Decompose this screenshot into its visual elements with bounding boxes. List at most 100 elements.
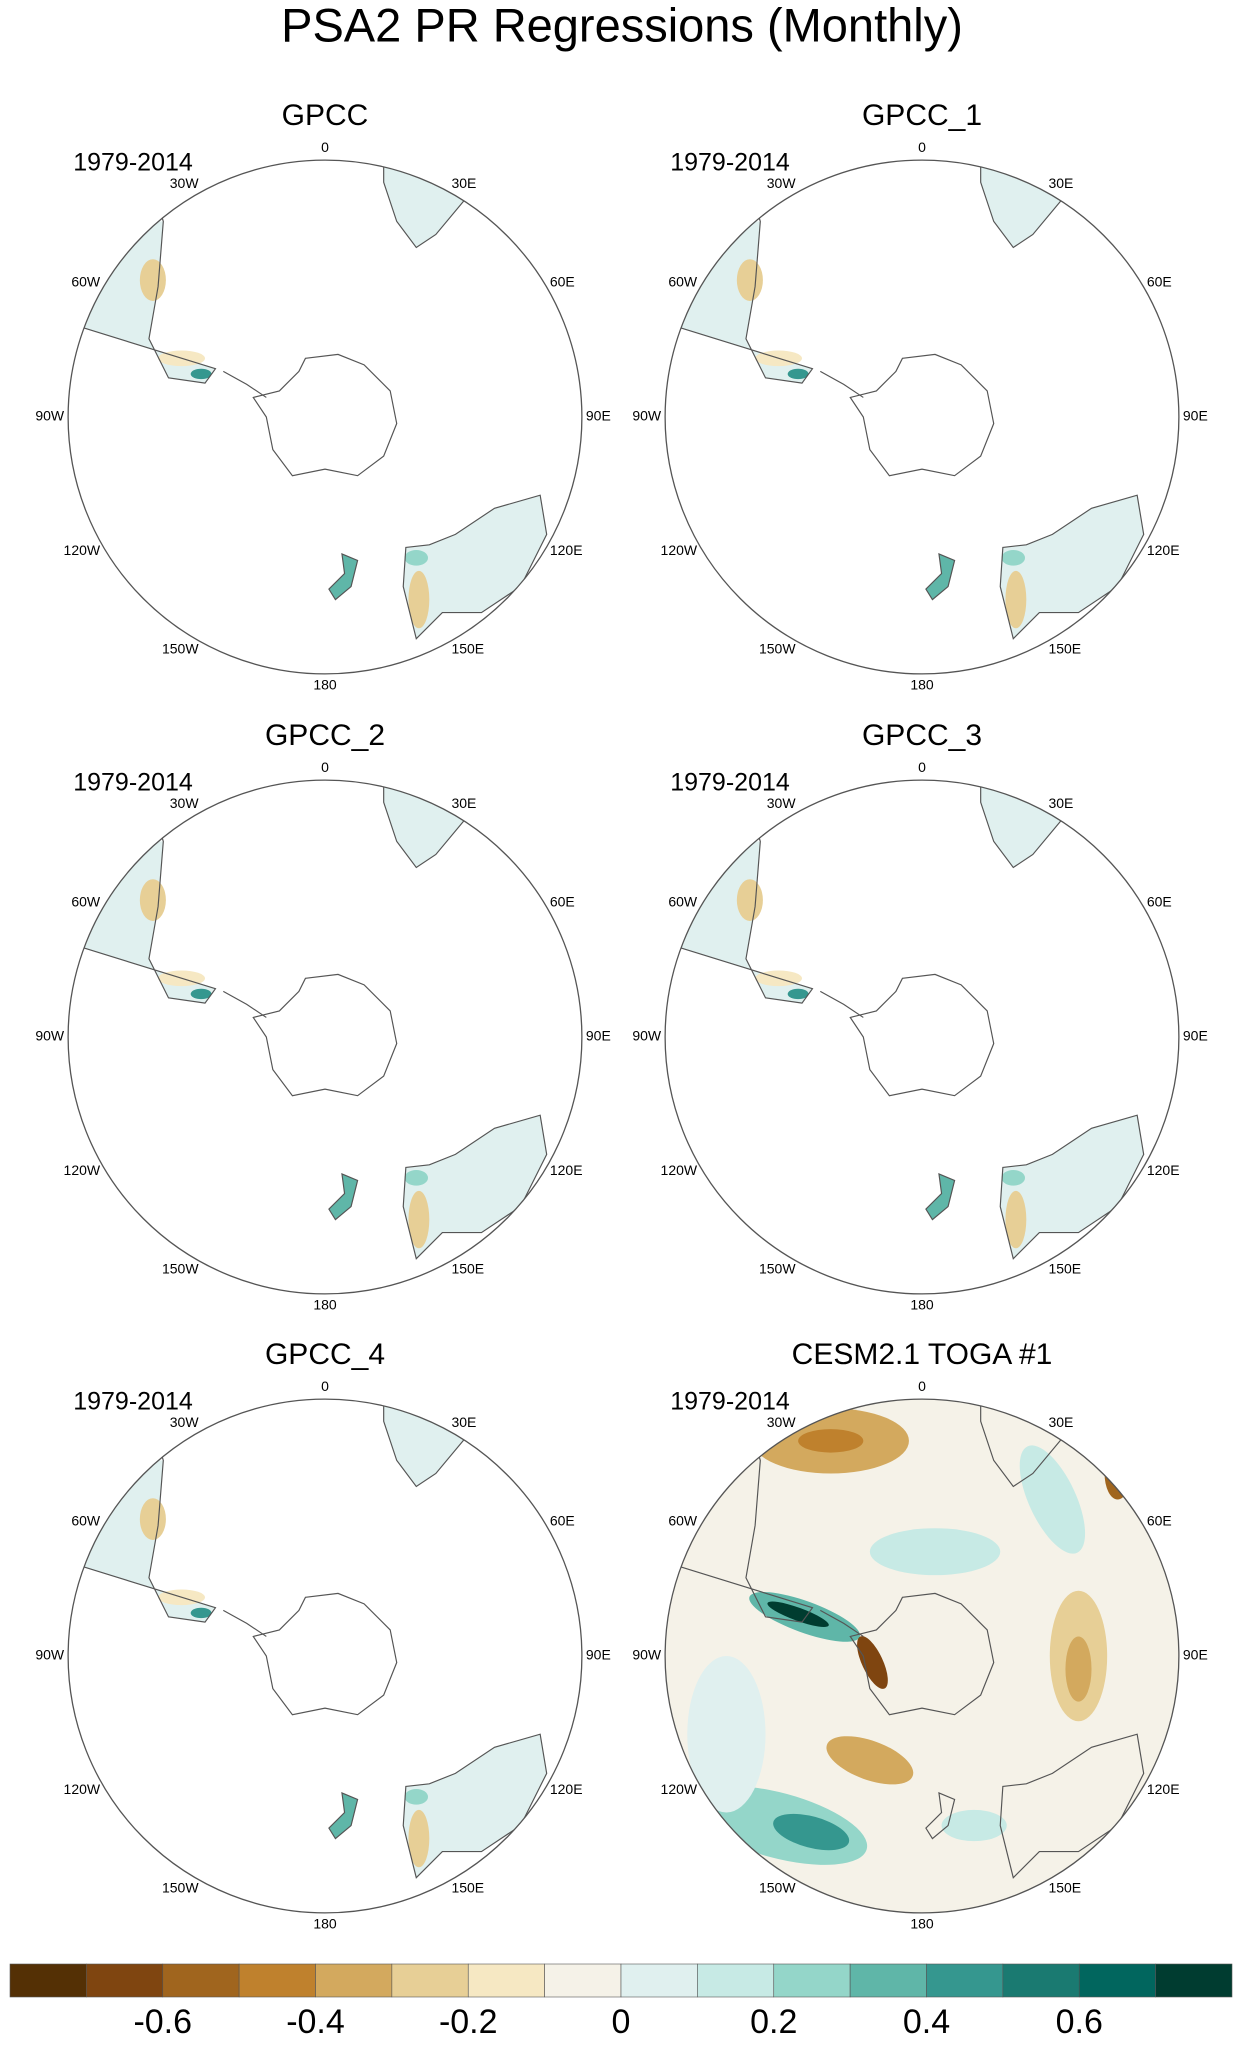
map-field — [665, 1399, 1179, 1913]
shading — [68, 160, 547, 639]
longitude-label: 30W — [170, 1414, 200, 1430]
colorbar: -0.6 -0.4 -0.2 0 0.2 0.4 0.6 — [9, 1963, 1233, 2041]
longitude-label: 150W — [162, 1880, 199, 1896]
map-border — [664, 779, 1180, 1295]
longitude-label: 120W — [64, 1162, 101, 1178]
figure-title: PSA2 PR Regressions (Monthly) — [281, 0, 963, 51]
longitude-label: 150E — [1048, 1261, 1081, 1277]
panel-title: GPCC_1 — [862, 99, 982, 132]
longitude-label: 150E — [451, 641, 484, 657]
longitude-label: 180 — [313, 1916, 337, 1932]
colorbar-box — [1002, 1963, 1080, 1998]
longitude-label: 90W — [632, 1028, 662, 1044]
longitude-label: 30E — [451, 1414, 476, 1430]
colorbar-box — [9, 1963, 87, 1998]
longitude-label: 60W — [71, 1512, 101, 1528]
longitude-label: 120W — [661, 1781, 698, 1797]
longitude-label: 120W — [661, 542, 698, 558]
longitude-label: 90W — [35, 408, 65, 424]
longitude-label: 90E — [586, 1028, 611, 1044]
map-panel: GPCC 1979-2014 0 30E 60E 90E 120E 150E 180 150W 12… — [35, 99, 610, 693]
colorbar-box — [926, 1963, 1004, 1998]
longitude-label: 180 — [910, 677, 934, 693]
longitude-label: 60E — [550, 893, 575, 909]
map-panel: GPCC_3 1979-2014 0 30E 60E 90E 120E 150E 180 150W… — [632, 719, 1207, 1313]
map-field — [68, 1399, 548, 1879]
colorbar-tick-label: 0 — [612, 2003, 631, 2041]
longitude-label: 60E — [550, 273, 575, 289]
longitude-label: 60E — [1147, 893, 1172, 909]
longitude-label: 90E — [1183, 1647, 1208, 1663]
longitude-label: 150W — [162, 1261, 199, 1277]
map-panel: GPCC_4 1979-2014 0 30E 60E 90E 120E 150E 180 150W… — [35, 1338, 610, 1932]
map — [67, 779, 583, 1295]
longitude-label: 30W — [767, 795, 797, 811]
longitude-label: 90W — [35, 1647, 65, 1663]
longitude-label: 30E — [1048, 1414, 1073, 1430]
longitude-label: 150W — [759, 1880, 796, 1896]
colorbar-box — [773, 1963, 851, 1998]
longitude-label: 60W — [668, 893, 698, 909]
longitude-label: 0 — [918, 139, 926, 155]
longitude-label: 90W — [632, 408, 662, 424]
longitude-label: 120E — [1147, 1781, 1180, 1797]
map-field — [68, 160, 548, 640]
longitude-label: 120E — [1147, 1162, 1180, 1178]
colorbar-tick-label: 0.6 — [1056, 2003, 1103, 2041]
map-panel: GPCC_1 1979-2014 0 30E 60E 90E 120E 150E 180 150W… — [632, 99, 1207, 693]
longitude-label: 120E — [550, 1781, 583, 1797]
map-border — [67, 159, 583, 675]
colorbar-tick-label: 0.2 — [750, 2003, 797, 2041]
longitude-label: 30W — [170, 795, 200, 811]
longitude-label: 0 — [918, 759, 926, 775]
map-border — [664, 159, 1180, 675]
colorbar-box — [315, 1963, 393, 1998]
longitude-label: 90E — [1183, 1028, 1208, 1044]
map-field — [68, 780, 548, 1260]
longitude-label: 120W — [64, 542, 101, 558]
colorbar-box — [697, 1963, 775, 1998]
longitude-label: 150E — [451, 1261, 484, 1277]
period-label: 1979-2014 — [73, 149, 193, 177]
colorbar-tick-label: -0.6 — [133, 2003, 192, 2041]
longitude-label: 0 — [918, 1378, 926, 1394]
map — [664, 779, 1180, 1295]
colorbar-box — [1078, 1963, 1156, 1998]
period-label: 1979-2014 — [670, 149, 790, 177]
longitude-label: 150W — [759, 1261, 796, 1277]
colorbar-tick-label: -0.2 — [439, 2003, 498, 2041]
longitude-label: 120E — [1147, 542, 1180, 558]
panel-title: GPCC_2 — [265, 719, 385, 752]
longitude-label: 30E — [451, 175, 476, 191]
period-label: 1979-2014 — [670, 769, 790, 797]
longitude-label: 30W — [767, 1414, 797, 1430]
longitude-label: 90E — [586, 1647, 611, 1663]
longitude-label: 120W — [64, 1781, 101, 1797]
colorbar-box — [849, 1963, 927, 1998]
map — [664, 159, 1180, 675]
map-panel: GPCC_2 1979-2014 0 30E 60E 90E 120E 150E 180 150W… — [35, 719, 610, 1313]
longitude-label: 180 — [910, 1916, 934, 1932]
period-label: 1979-2014 — [73, 769, 193, 797]
colorbar-box — [238, 1963, 316, 1998]
longitude-label: 120E — [550, 542, 583, 558]
longitude-label: 0 — [321, 1378, 329, 1394]
colorbar-box — [544, 1963, 622, 1998]
map-field — [665, 780, 1145, 1260]
longitude-label: 150E — [1048, 641, 1081, 657]
longitude-label: 30E — [451, 795, 476, 811]
map-border — [67, 779, 583, 1295]
longitude-label: 60E — [1147, 273, 1172, 289]
panel-title: GPCC_3 — [862, 719, 982, 752]
longitude-label: 150W — [162, 641, 199, 657]
longitude-label: 60E — [550, 1512, 575, 1528]
longitude-label: 120W — [661, 1162, 698, 1178]
longitude-label: 60W — [668, 273, 698, 289]
map-border — [67, 1398, 583, 1914]
longitude-label: 180 — [313, 677, 337, 693]
longitude-label: 150W — [759, 641, 796, 657]
longitude-label: 90E — [586, 408, 611, 424]
longitude-label: 150E — [451, 1880, 484, 1896]
colorbar-box — [1155, 1963, 1233, 1998]
